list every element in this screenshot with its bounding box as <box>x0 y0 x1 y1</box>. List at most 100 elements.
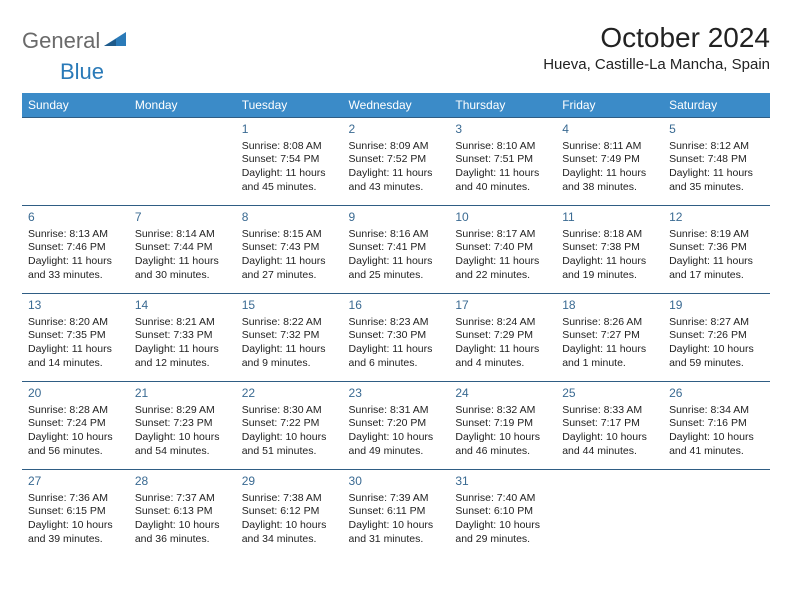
sunrise-line: Sunrise: 8:23 AM <box>349 316 444 330</box>
sunrise-line: Sunrise: 8:31 AM <box>349 404 444 418</box>
calendar-day-cell: 9 Sunrise: 8:16 AMSunset: 7:41 PMDaylight… <box>343 206 450 294</box>
day-header: Sunday <box>22 93 129 118</box>
calendar-week-row: 1Sunrise: 8:08 AMSunset: 7:54 PMDaylight… <box>22 118 770 206</box>
calendar-day-cell <box>663 470 770 558</box>
daylight-line: Daylight: 10 hours and 44 minutes. <box>562 431 657 458</box>
sunset-line: Sunset: 7:20 PM <box>349 417 444 431</box>
sunset-line: Sunset: 6:11 PM <box>349 505 444 519</box>
calendar-day-cell: 17Sunrise: 8:24 AMSunset: 7:29 PMDayligh… <box>449 294 556 382</box>
day-number: 24 <box>455 386 550 402</box>
day-header: Tuesday <box>236 93 343 118</box>
calendar-day-cell: 3Sunrise: 8:10 AMSunset: 7:51 PMDaylight… <box>449 118 556 206</box>
sunrise-line: Sunrise: 8:32 AM <box>455 404 550 418</box>
day-number: 7 <box>135 210 230 226</box>
day-number: 30 <box>349 474 444 490</box>
location-subtitle: Hueva, Castille-La Mancha, Spain <box>543 56 770 73</box>
sunset-line: Sunset: 7:30 PM <box>349 329 444 343</box>
day-number: 22 <box>242 386 337 402</box>
daylight-line: Daylight: 10 hours and 41 minutes. <box>669 431 764 458</box>
day-number: 20 <box>28 386 123 402</box>
daylight-line: Daylight: 10 hours and 51 minutes. <box>242 431 337 458</box>
daylight-line: Daylight: 11 hours and 45 minutes. <box>242 167 337 194</box>
daylight-line: Daylight: 11 hours and 30 minutes. <box>135 255 230 282</box>
calendar-day-cell: 10Sunrise: 8:17 AMSunset: 7:40 PMDayligh… <box>449 206 556 294</box>
sunset-line: Sunset: 7:49 PM <box>562 153 657 167</box>
logo-text-general: General <box>22 28 100 54</box>
day-number: 10 <box>455 210 550 226</box>
sunset-line: Sunset: 7:27 PM <box>562 329 657 343</box>
sunrise-line: Sunrise: 7:38 AM <box>242 492 337 506</box>
day-header: Monday <box>129 93 236 118</box>
sunrise-line: Sunrise: 8:11 AM <box>562 140 657 154</box>
calendar-day-cell <box>129 118 236 206</box>
sunset-line: Sunset: 6:12 PM <box>242 505 337 519</box>
daylight-line: Daylight: 11 hours and 43 minutes. <box>349 167 444 194</box>
sunset-line: Sunset: 6:13 PM <box>135 505 230 519</box>
day-number: 8 <box>242 210 337 226</box>
calendar-day-cell: 13Sunrise: 8:20 AMSunset: 7:35 PMDayligh… <box>22 294 129 382</box>
sunrise-line: Sunrise: 8:09 AM <box>349 140 444 154</box>
daylight-line: Daylight: 11 hours and 6 minutes. <box>349 343 444 370</box>
day-number: 23 <box>349 386 444 402</box>
calendar-day-cell: 15Sunrise: 8:22 AMSunset: 7:32 PMDayligh… <box>236 294 343 382</box>
sunset-line: Sunset: 6:15 PM <box>28 505 123 519</box>
daylight-line: Daylight: 11 hours and 35 minutes. <box>669 167 764 194</box>
daylight-line: Daylight: 11 hours and 25 minutes. <box>349 255 444 282</box>
calendar-day-cell: 29 Sunrise: 7:38 AMSunset: 6:12 PMDayligh… <box>236 470 343 558</box>
sunset-line: Sunset: 6:10 PM <box>455 505 550 519</box>
sunrise-line: Sunrise: 8:20 AM <box>28 316 123 330</box>
sunrise-line: Sunrise: 8:16 AM <box>349 228 444 242</box>
sunrise-line: Sunrise: 8:30 AM <box>242 404 337 418</box>
day-number: 13 <box>28 298 123 314</box>
sunrise-line: Sunrise: 8:14 AM <box>135 228 230 242</box>
sunrise-line: Sunrise: 8:26 AM <box>562 316 657 330</box>
daylight-line: Daylight: 11 hours and 4 minutes. <box>455 343 550 370</box>
day-number: 19 <box>669 298 764 314</box>
day-number: 1 <box>242 122 337 138</box>
sunrise-line: Sunrise: 8:29 AM <box>135 404 230 418</box>
sunset-line: Sunset: 7:41 PM <box>349 241 444 255</box>
daylight-line: Daylight: 10 hours and 31 minutes. <box>349 519 444 546</box>
calendar-day-cell: 14Sunrise: 8:21 AMSunset: 7:33 PMDayligh… <box>129 294 236 382</box>
calendar-day-cell: 30Sunrise: 7:39 AMSunset: 6:11 PMDayligh… <box>343 470 450 558</box>
calendar-day-cell: 2 Sunrise: 8:09 AMSunset: 7:52 PMDaylight… <box>343 118 450 206</box>
calendar-day-cell: 23Sunrise: 8:31 AMSunset: 7:20 PMDayligh… <box>343 382 450 470</box>
day-number: 29 <box>242 474 337 490</box>
day-number: 5 <box>669 122 764 138</box>
sunset-line: Sunset: 7:23 PM <box>135 417 230 431</box>
logo-triangle-icon <box>104 30 126 53</box>
sunrise-line: Sunrise: 7:37 AM <box>135 492 230 506</box>
calendar-day-cell: 12Sunrise: 8:19 AMSunset: 7:36 PMDayligh… <box>663 206 770 294</box>
day-number: 3 <box>455 122 550 138</box>
sunrise-line: Sunrise: 8:17 AM <box>455 228 550 242</box>
logo: General <box>22 28 128 54</box>
calendar-day-cell: 24Sunrise: 8:32 AMSunset: 7:19 PMDayligh… <box>449 382 556 470</box>
sunset-line: Sunset: 7:43 PM <box>242 241 337 255</box>
day-number: 9 <box>349 210 444 226</box>
sunset-line: Sunset: 7:46 PM <box>28 241 123 255</box>
daylight-line: Daylight: 11 hours and 1 minute. <box>562 343 657 370</box>
sunrise-line: Sunrise: 8:10 AM <box>455 140 550 154</box>
daylight-line: Daylight: 10 hours and 59 minutes. <box>669 343 764 370</box>
sunrise-line: Sunrise: 8:21 AM <box>135 316 230 330</box>
sunset-line: Sunset: 7:54 PM <box>242 153 337 167</box>
day-number: 11 <box>562 210 657 226</box>
daylight-line: Daylight: 10 hours and 34 minutes. <box>242 519 337 546</box>
day-number: 16 <box>349 298 444 314</box>
daylight-line: Daylight: 11 hours and 33 minutes. <box>28 255 123 282</box>
day-number: 21 <box>135 386 230 402</box>
day-number: 28 <box>135 474 230 490</box>
calendar-day-cell <box>22 118 129 206</box>
calendar-body: 1Sunrise: 8:08 AMSunset: 7:54 PMDaylight… <box>22 118 770 558</box>
sunset-line: Sunset: 7:16 PM <box>669 417 764 431</box>
calendar-day-cell: 27Sunrise: 7:36 AMSunset: 6:15 PMDayligh… <box>22 470 129 558</box>
daylight-line: Daylight: 10 hours and 56 minutes. <box>28 431 123 458</box>
sunset-line: Sunset: 7:19 PM <box>455 417 550 431</box>
sunset-line: Sunset: 7:35 PM <box>28 329 123 343</box>
daylight-line: Daylight: 11 hours and 12 minutes. <box>135 343 230 370</box>
day-number: 2 <box>349 122 444 138</box>
day-number: 26 <box>669 386 764 402</box>
sunset-line: Sunset: 7:52 PM <box>349 153 444 167</box>
sunset-line: Sunset: 7:22 PM <box>242 417 337 431</box>
calendar-day-cell: 5Sunrise: 8:12 AMSunset: 7:48 PMDaylight… <box>663 118 770 206</box>
